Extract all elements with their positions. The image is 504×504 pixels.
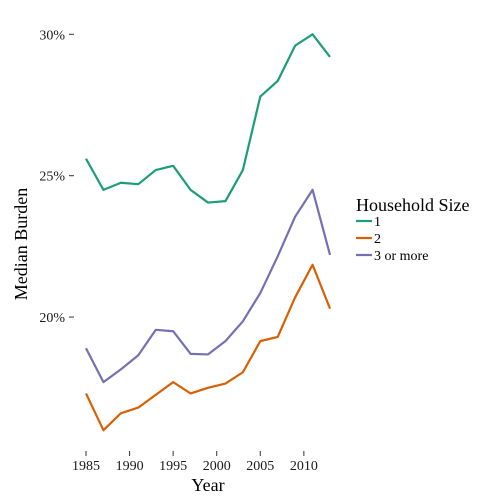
- legend-label: 3 or more: [374, 249, 428, 264]
- legend-label: 2: [374, 232, 381, 247]
- x-axis: 1985 1990 1995 2000 2005 2010: [72, 451, 318, 474]
- legend-title: Household Size: [356, 195, 469, 215]
- series-line-3: [85, 188, 332, 384]
- x-tick-label: 2010: [290, 459, 318, 474]
- y-tick-label: 30%: [39, 28, 65, 43]
- series-lines: [85, 33, 332, 432]
- x-axis-title: Year: [191, 475, 224, 495]
- legend-items: 1 2 3 or more: [356, 215, 428, 264]
- y-axis-title: Median Burden: [11, 188, 31, 300]
- series-line-2: [85, 263, 332, 432]
- x-tick-label: 2005: [246, 459, 274, 474]
- y-axis: 20% 25% 30%: [39, 28, 74, 326]
- y-tick-label: 20%: [39, 311, 65, 326]
- y-tick-label: 25%: [39, 170, 65, 185]
- x-tick-label: 1985: [72, 459, 100, 474]
- x-tick-label: 1990: [116, 459, 144, 474]
- x-tick-label: 2000: [203, 459, 231, 474]
- legend-label: 1: [374, 215, 381, 230]
- legend: Household Size 1 2 3 or more: [356, 195, 469, 264]
- series-line-1: [85, 33, 331, 204]
- x-tick-label: 1995: [159, 459, 187, 474]
